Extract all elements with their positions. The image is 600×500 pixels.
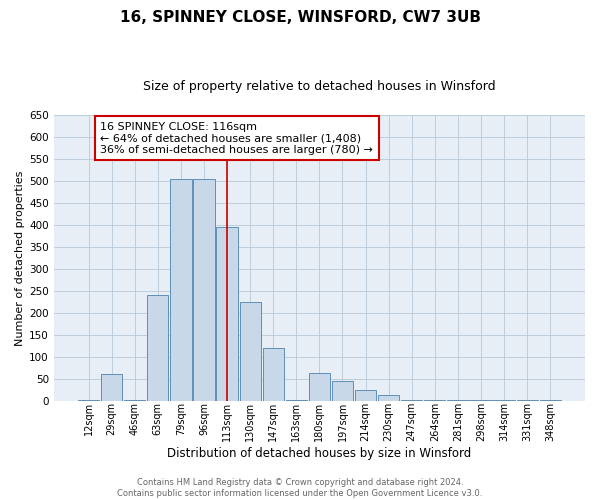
Y-axis label: Number of detached properties: Number of detached properties (15, 170, 25, 346)
Bar (239, 302, 261, 400)
Bar (170, 178, 191, 400)
Text: 16, SPINNEY CLOSE, WINSFORD, CW7 3UB: 16, SPINNEY CLOSE, WINSFORD, CW7 3UB (119, 10, 481, 25)
Text: 16 SPINNEY CLOSE: 116sqm
← 64% of detached houses are smaller (1,408)
36% of sem: 16 SPINNEY CLOSE: 116sqm ← 64% of detach… (100, 122, 373, 155)
Bar (355, 390, 376, 400)
Title: Size of property relative to detached houses in Winsford: Size of property relative to detached ho… (143, 80, 496, 93)
Bar (101, 374, 122, 400)
Bar (332, 381, 353, 400)
X-axis label: Distribution of detached houses by size in Winsford: Distribution of detached houses by size … (167, 447, 472, 460)
Bar (378, 396, 399, 400)
Bar (147, 295, 169, 401)
Bar (217, 227, 238, 400)
Text: Contains HM Land Registry data © Crown copyright and database right 2024.
Contai: Contains HM Land Registry data © Crown c… (118, 478, 482, 498)
Bar (193, 178, 215, 400)
Bar (263, 348, 284, 401)
Bar (309, 374, 330, 400)
